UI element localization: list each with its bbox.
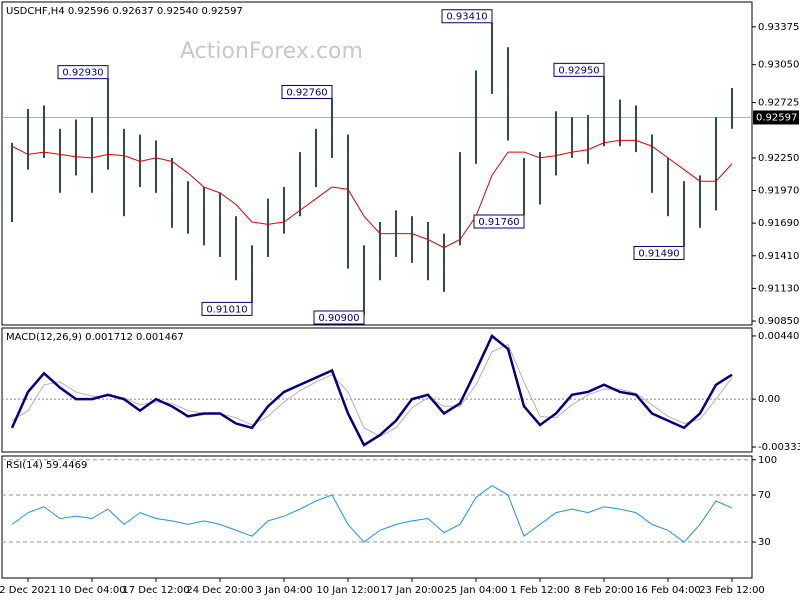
x-tick-label: 10 Jan 12:00 bbox=[316, 585, 379, 596]
x-tick-label: 8 Feb 20:00 bbox=[574, 585, 633, 596]
x-tick-label: 17 Jan 20:00 bbox=[380, 585, 443, 596]
x-tick-label: 1 Feb 12:00 bbox=[510, 585, 569, 596]
current-price-label: 0.92597 bbox=[756, 112, 797, 123]
annotation-box bbox=[473, 214, 525, 229]
x-tick-label: 25 Jan 04:00 bbox=[444, 585, 507, 596]
y-tick-label: 0.91130 bbox=[758, 283, 799, 294]
panel-title: USDCHF,H4 0.92596 0.92637 0.92540 0.9259… bbox=[6, 6, 243, 17]
annotation-box bbox=[633, 245, 685, 260]
y-tick-label: 0.00 bbox=[758, 394, 780, 405]
annotation-label: 0.91490 bbox=[638, 248, 679, 259]
macd-line bbox=[10, 334, 733, 447]
y-tick-label: 0.92725 bbox=[758, 98, 799, 109]
rsi-line bbox=[11, 485, 733, 543]
annotation-label: 0.91760 bbox=[478, 217, 519, 228]
annotation-box bbox=[441, 9, 493, 24]
y-tick-label: 100 bbox=[758, 455, 777, 466]
x-tick-label: 16 Feb 04:00 bbox=[635, 585, 701, 596]
y-tick-label: 0.93375 bbox=[758, 22, 799, 33]
panel-title: RSI(14) 59.4469 bbox=[6, 460, 87, 471]
x-tick-label: 24 Dec 20:00 bbox=[186, 585, 253, 596]
annotation-box bbox=[57, 65, 109, 80]
x-tick-label: 3 Jan 04:00 bbox=[256, 585, 313, 596]
panel-frame bbox=[1, 1, 753, 326]
y-tick-label: 0.004403 bbox=[758, 331, 800, 342]
panel-title: MACD(12,26,9) 0.001712 0.001467 bbox=[6, 332, 184, 343]
annotation-label: 0.90900 bbox=[318, 313, 359, 324]
panel-frame bbox=[1, 455, 753, 579]
current-price-box bbox=[753, 110, 799, 125]
annotation-label: 0.91010 bbox=[206, 304, 247, 315]
annotation-box bbox=[201, 301, 253, 316]
x-tick-label: 23 Feb 12:00 bbox=[699, 585, 765, 596]
y-tick-label: 0.90850 bbox=[758, 316, 799, 327]
annotation-box bbox=[281, 84, 333, 99]
y-tick-label: 0.91970 bbox=[758, 186, 799, 197]
x-tick-label: 17 Dec 12:00 bbox=[122, 585, 189, 596]
annotation-label: 0.92950 bbox=[558, 65, 599, 76]
y-tick-label: 0.91690 bbox=[758, 218, 799, 229]
y-tick-label: 0.91410 bbox=[758, 251, 799, 262]
y-tick-label: 30 bbox=[758, 537, 771, 548]
y-tick-label: 70 bbox=[758, 490, 771, 501]
annotation-box bbox=[553, 62, 605, 77]
x-tick-label: 2 Dec 2021 bbox=[0, 585, 57, 596]
panel-frame bbox=[1, 327, 753, 453]
annotation-box bbox=[313, 310, 365, 325]
y-tick-label: -0.003338 bbox=[758, 442, 800, 453]
moving-average bbox=[11, 139, 733, 249]
y-tick-label: 0.92250 bbox=[758, 153, 799, 164]
x-tick-label: 10 Dec 04:00 bbox=[58, 585, 125, 596]
annotation-label: 0.92930 bbox=[62, 68, 103, 79]
y-tick-label: 0.93050 bbox=[758, 60, 799, 71]
annotation-label: 0.92760 bbox=[286, 87, 327, 98]
annotation-label: 0.93410 bbox=[446, 12, 487, 23]
watermark: ActionForex.com bbox=[180, 39, 363, 64]
